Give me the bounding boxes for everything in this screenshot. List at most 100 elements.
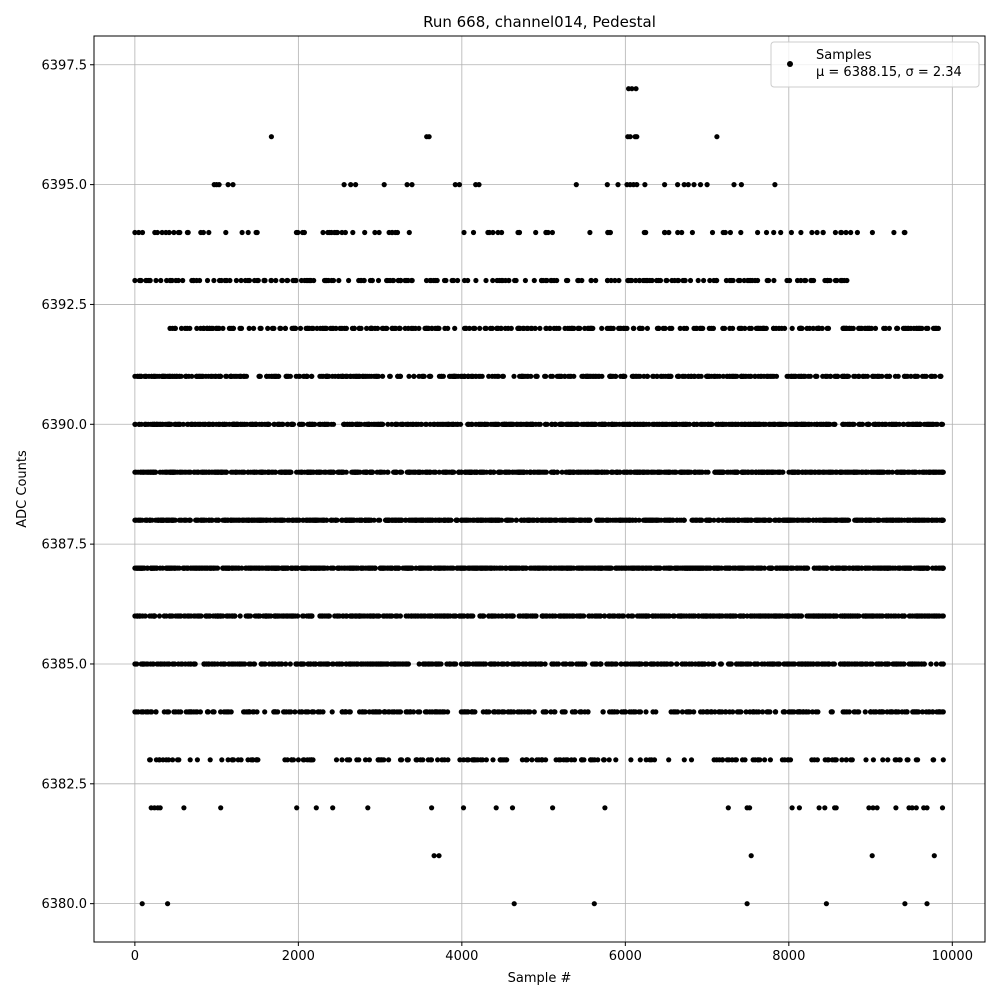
data-point xyxy=(843,229,849,236)
data-point xyxy=(859,517,866,523)
data-point xyxy=(153,469,159,475)
data-point xyxy=(924,565,930,571)
data-point xyxy=(364,325,370,331)
data-point xyxy=(573,421,580,427)
data-point xyxy=(144,517,150,523)
data-point xyxy=(462,373,468,379)
data-point xyxy=(936,613,942,619)
data-point xyxy=(503,469,509,475)
data-point xyxy=(411,373,417,379)
data-point xyxy=(445,325,451,331)
data-point xyxy=(398,421,404,427)
data-point xyxy=(654,373,660,379)
data-point xyxy=(329,325,335,331)
data-point xyxy=(820,229,826,236)
data-point xyxy=(675,277,682,284)
data-point xyxy=(912,373,918,379)
data-point xyxy=(666,517,672,523)
data-point xyxy=(640,421,647,427)
data-point xyxy=(533,613,539,619)
data-point xyxy=(489,613,495,619)
data-point xyxy=(757,517,764,523)
data-point xyxy=(817,517,823,523)
data-point xyxy=(769,565,775,571)
data-point xyxy=(522,373,528,379)
data-point xyxy=(520,325,526,331)
data-point xyxy=(802,469,808,475)
data-point xyxy=(579,469,586,475)
data-point xyxy=(142,613,148,619)
data-point xyxy=(940,565,946,571)
data-point xyxy=(163,613,169,619)
data-point xyxy=(580,373,587,379)
data-point xyxy=(264,373,270,379)
data-point xyxy=(279,277,285,284)
data-point xyxy=(321,469,327,475)
data-point xyxy=(457,421,464,427)
data-point xyxy=(161,373,167,379)
data-point xyxy=(788,469,794,475)
data-point xyxy=(625,277,632,284)
data-point xyxy=(387,277,393,284)
data-point xyxy=(593,277,599,284)
data-point xyxy=(685,373,692,379)
data-point xyxy=(891,613,897,619)
data-point xyxy=(406,517,412,523)
data-point xyxy=(604,565,611,571)
data-point xyxy=(616,613,622,619)
data-point xyxy=(667,373,673,379)
data-point xyxy=(412,613,419,619)
data-point xyxy=(563,517,569,523)
data-point xyxy=(437,613,443,619)
data-point xyxy=(834,469,840,475)
data-point xyxy=(660,325,666,331)
data-point xyxy=(612,277,618,284)
data-point xyxy=(852,613,858,619)
data-point xyxy=(487,565,494,571)
data-point xyxy=(726,373,733,379)
data-point xyxy=(213,517,220,523)
data-point xyxy=(222,277,228,284)
data-point xyxy=(564,469,570,475)
data-point xyxy=(649,517,655,523)
data-point xyxy=(298,277,305,284)
data-point xyxy=(900,421,906,427)
data-point xyxy=(502,325,508,331)
data-point xyxy=(337,565,343,571)
data-point xyxy=(727,421,733,427)
data-point xyxy=(779,325,785,331)
data-point xyxy=(544,277,550,284)
data-point xyxy=(166,229,172,236)
data-point xyxy=(593,613,600,619)
data-point xyxy=(654,325,661,331)
data-point xyxy=(367,565,373,571)
data-point xyxy=(213,469,219,475)
data-point xyxy=(850,325,856,331)
data-point xyxy=(509,421,515,427)
data-point xyxy=(777,613,784,619)
data-point xyxy=(406,229,412,236)
data-point xyxy=(618,373,624,379)
data-point xyxy=(319,373,325,379)
data-point xyxy=(413,517,419,523)
data-point xyxy=(808,421,815,427)
data-point xyxy=(720,325,726,331)
data-point xyxy=(747,373,753,379)
data-point xyxy=(789,325,795,331)
data-point xyxy=(804,325,810,331)
data-point xyxy=(496,469,502,475)
data-point xyxy=(551,469,557,475)
data-point xyxy=(701,277,707,284)
data-point xyxy=(816,565,822,571)
data-point xyxy=(730,325,736,331)
data-point xyxy=(691,373,697,379)
data-point xyxy=(344,565,350,571)
data-point xyxy=(403,277,409,284)
data-point xyxy=(707,277,713,284)
data-point xyxy=(928,373,934,379)
data-point xyxy=(200,565,206,571)
data-point xyxy=(393,613,399,619)
data-point xyxy=(173,613,179,619)
data-point xyxy=(350,229,356,236)
